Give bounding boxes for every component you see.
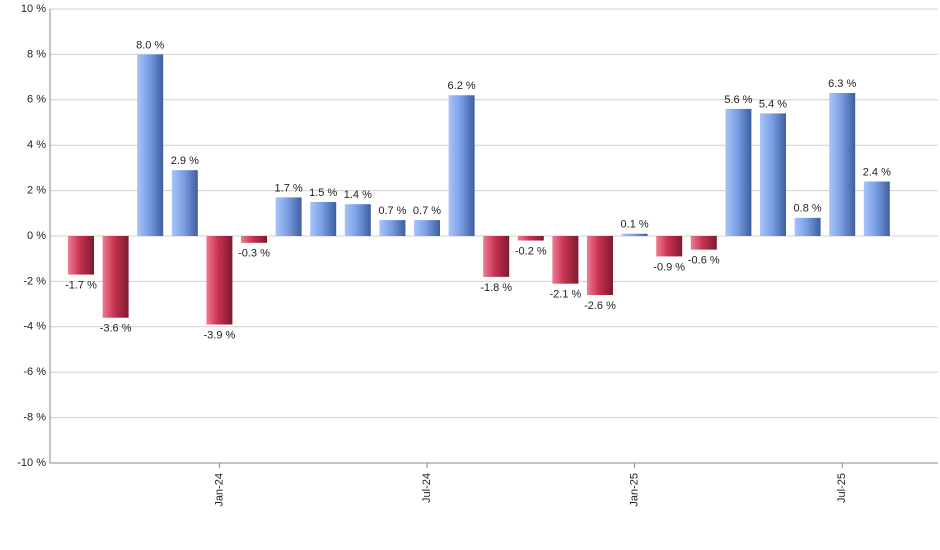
y-tick-label: 6 % (27, 94, 46, 106)
bar (621, 233, 648, 236)
bar (760, 113, 786, 236)
data-label: 5.4 % (759, 98, 787, 110)
y-tick-label: 2 % (27, 185, 46, 197)
y-tick-label: -2 % (23, 275, 46, 287)
bar (483, 236, 510, 277)
data-label: 5.6 % (724, 94, 752, 106)
data-label: 2.9 % (171, 155, 199, 167)
data-label: 0.1 % (621, 219, 649, 231)
bar (794, 217, 821, 236)
y-tick-label: -6 % (23, 366, 46, 378)
x-tick-label: Jan-24 (213, 473, 225, 507)
y-tick-label: 4 % (27, 139, 46, 151)
data-label: -1.8 % (480, 282, 512, 294)
bar (552, 236, 579, 284)
data-label: 0.7 % (413, 205, 441, 217)
y-tick-label: 0 % (27, 230, 46, 242)
data-label: 2.4 % (863, 166, 891, 178)
y-tick-label: 10 % (21, 3, 46, 15)
bar (275, 197, 302, 236)
data-label: 1.4 % (344, 189, 372, 201)
y-tick-label: -8 % (23, 412, 46, 424)
data-label: 8.0 % (136, 39, 164, 51)
bar (310, 201, 337, 236)
data-label: 0.8 % (794, 203, 822, 215)
x-tick-label: Jul-24 (421, 473, 433, 503)
bar (725, 108, 752, 236)
bar (171, 170, 198, 236)
data-label: 1.5 % (309, 187, 337, 199)
data-label: -0.3 % (238, 248, 270, 260)
data-label: 6.2 % (448, 80, 476, 92)
data-label: 6.3 % (828, 78, 856, 90)
y-tick-label: -4 % (23, 321, 46, 333)
bar (379, 220, 406, 236)
bar (344, 204, 371, 236)
data-label: -2.1 % (550, 289, 582, 301)
bar (206, 236, 233, 325)
bar (656, 236, 683, 257)
bar (102, 236, 129, 318)
bar (863, 181, 890, 236)
data-label: 0.7 % (378, 205, 406, 217)
bar (517, 236, 544, 241)
data-label: -3.6 % (100, 323, 132, 335)
bar (448, 95, 475, 236)
bar (829, 92, 856, 237)
data-label: 1.7 % (275, 182, 303, 194)
data-label: -2.6 % (584, 300, 616, 312)
data-label: -1.7 % (65, 279, 97, 291)
bar (414, 220, 440, 236)
bar (690, 236, 717, 250)
bar (587, 236, 613, 296)
x-tick-label: Jan-25 (629, 473, 641, 507)
data-label: -3.9 % (204, 329, 236, 341)
data-label: -0.6 % (688, 255, 720, 267)
bar (241, 236, 267, 243)
x-tick-label: Jul-25 (836, 473, 848, 503)
data-label: -0.2 % (515, 245, 547, 257)
bar (68, 236, 94, 275)
bar (137, 54, 164, 237)
y-tick-label: -10 % (17, 457, 46, 469)
data-label: -0.9 % (653, 261, 685, 273)
y-tick-label: 8 % (27, 48, 46, 60)
